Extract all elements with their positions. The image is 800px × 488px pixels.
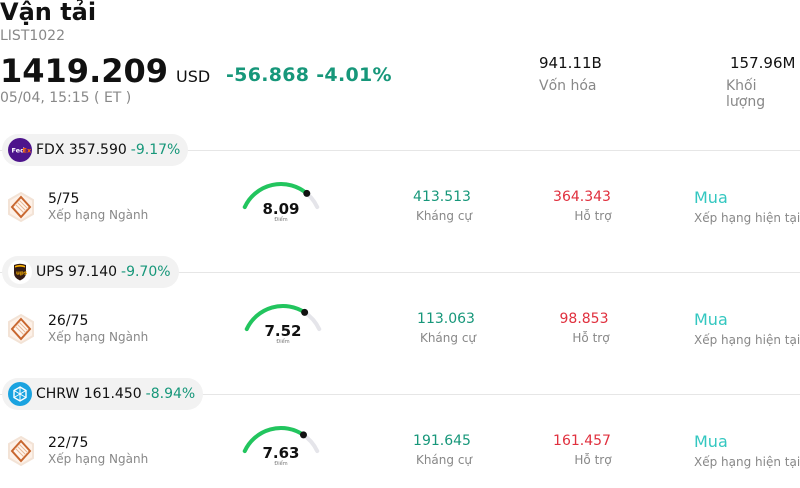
- score-value: 8.09: [262, 200, 300, 218]
- support-value: 98.853: [559, 311, 609, 327]
- score-label: Điểm: [274, 461, 288, 467]
- fedex-logo-icon: Fed Ex: [8, 138, 32, 162]
- recommendation-label: Xếp hạng hiện tại: [694, 211, 800, 225]
- stock-change-percent: -9.70%: [121, 264, 171, 280]
- industry-rank-icon: [8, 313, 34, 345]
- score-value: 7.63: [262, 444, 300, 462]
- stock-change-percent: -9.17%: [130, 142, 181, 158]
- index-code: LIST1022: [0, 28, 65, 44]
- industry-rank-icon: [8, 191, 34, 223]
- score-gauge: [242, 426, 320, 454]
- support-label: Hỗ trợ: [574, 209, 612, 223]
- change-value: -56.868: [226, 64, 310, 86]
- score-gauge: [242, 182, 320, 210]
- index-price: 1419.209: [0, 52, 169, 90]
- stock-chip-ups[interactable]: ups UPS 97.140 -9.70%: [2, 256, 179, 288]
- section-divider: [0, 394, 800, 395]
- currency-label: USD: [176, 67, 211, 86]
- stock-ticker-price: CHRW 161.450: [36, 386, 142, 402]
- support-label: Hỗ trợ: [574, 453, 612, 467]
- industry-rank-label: Xếp hạng Ngành: [48, 452, 149, 466]
- stock-change-percent: -8.94%: [145, 386, 196, 402]
- recommendation: Mua: [694, 310, 728, 329]
- recommendation-label: Xếp hạng hiện tại: [694, 333, 800, 347]
- timestamp: 05/04, 15:15 ( ET ): [0, 90, 132, 106]
- volume-value: 157.96M: [730, 54, 796, 72]
- support-value: 364.343: [553, 189, 611, 205]
- market-cap-value: 941.11B: [539, 54, 602, 72]
- section-divider: [0, 150, 800, 151]
- score-gauge: [244, 304, 322, 332]
- resistance-value: 191.645: [413, 433, 471, 449]
- recommendation: Mua: [694, 188, 728, 207]
- resistance-label: Kháng cự: [415, 453, 473, 467]
- score-label: Điểm: [274, 217, 288, 223]
- volume-label: Khối lượng: [726, 78, 766, 110]
- stock-ticker-price: UPS 97.140: [36, 264, 118, 280]
- price-change: -56.868 -4.01%: [226, 64, 392, 86]
- support-label: Hỗ trợ: [572, 331, 610, 345]
- ups-logo-icon: ups: [8, 260, 32, 284]
- score-value: 7.52: [264, 322, 302, 340]
- section-divider: [0, 272, 800, 273]
- resistance-label: Kháng cự: [415, 209, 473, 223]
- page-title: Vận tải: [0, 0, 97, 26]
- svg-text:Fed: Fed: [12, 147, 26, 155]
- support-value: 161.457: [553, 433, 611, 449]
- change-percent: -4.01%: [316, 64, 392, 86]
- industry-rank: 22/75: [48, 435, 89, 451]
- resistance-label: Kháng cự: [419, 331, 477, 345]
- resistance-value: 413.513: [413, 189, 471, 205]
- chrw-logo-icon: [8, 382, 32, 406]
- market-cap-label: Vốn hóa: [539, 78, 597, 94]
- stock-chip-chrw[interactable]: CHRW 161.450 -8.94%: [2, 378, 204, 410]
- recommendation: Mua: [694, 432, 728, 451]
- industry-rank-icon: [8, 435, 34, 467]
- industry-rank-label: Xếp hạng Ngành: [48, 330, 149, 344]
- svg-text:ups: ups: [16, 271, 28, 277]
- industry-rank-label: Xếp hạng Ngành: [48, 208, 149, 222]
- stock-ticker-price: FDX 357.590: [36, 142, 127, 158]
- svg-text:Ex: Ex: [23, 147, 32, 155]
- industry-rank: 26/75: [48, 313, 89, 329]
- recommendation-label: Xếp hạng hiện tại: [694, 455, 800, 469]
- stock-chip-fdx[interactable]: Fed Ex FDX 357.590 -9.17%: [2, 134, 189, 166]
- industry-rank: 5/75: [48, 191, 80, 207]
- score-label: Điểm: [276, 339, 290, 345]
- resistance-value: 113.063: [417, 311, 475, 327]
